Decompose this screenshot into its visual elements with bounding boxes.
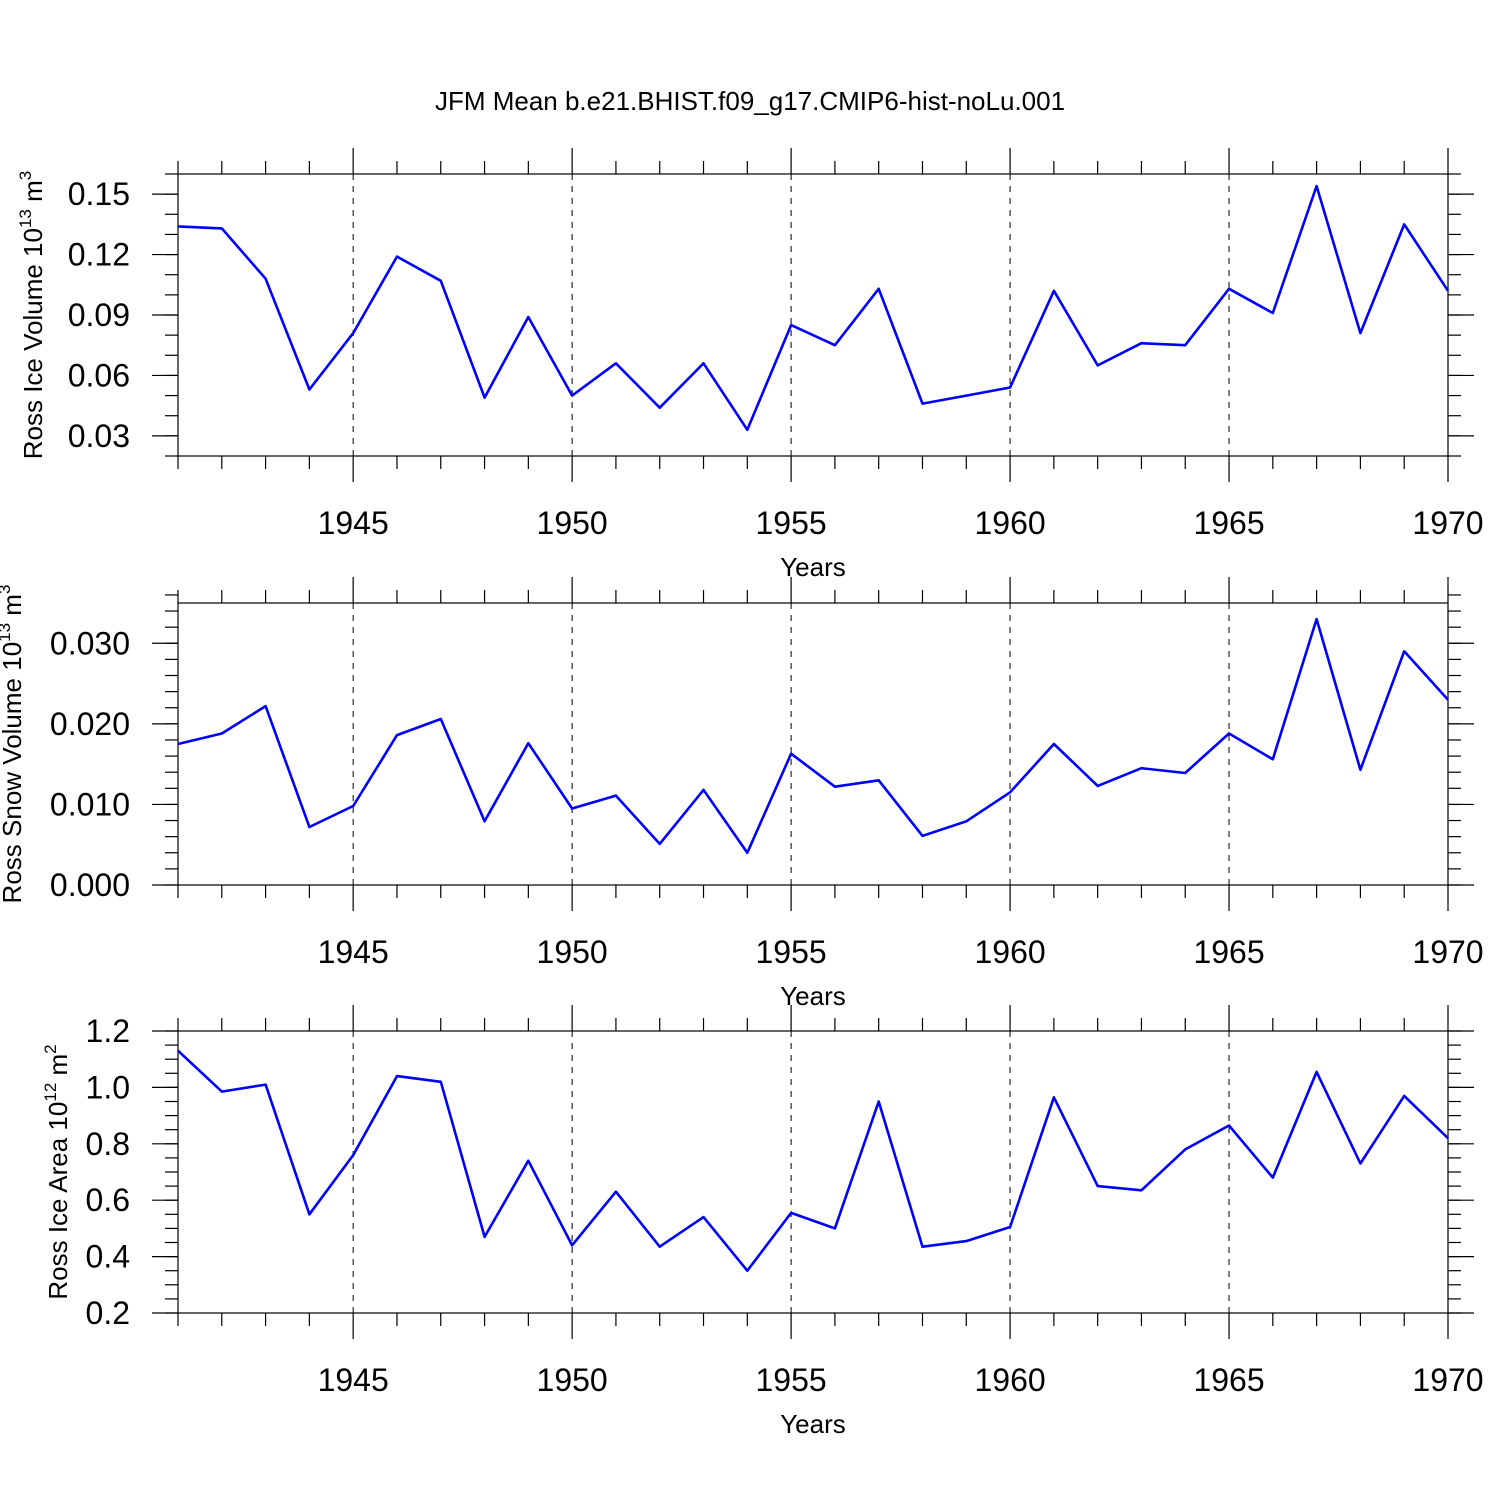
series-line: [177, 1049, 1449, 1272]
x-axis-title: Years: [780, 981, 846, 1011]
y-tick-label: 1.2: [86, 1013, 130, 1049]
plot-frame: [177, 173, 1449, 457]
x-tick-label: 1945: [318, 934, 389, 970]
panels: 0.03 0.06 0.09 0.12 0.15 1945 1950 1955 1960 1965…: [0, 148, 1484, 1439]
x-tick-label: 1945: [318, 1362, 389, 1398]
y-tick-label: 0.4: [86, 1239, 130, 1275]
x-tick-label: 1965: [1193, 1362, 1264, 1398]
x-tick-label: 1950: [537, 934, 608, 970]
y-tick-label: 0.030: [50, 625, 130, 661]
x-tick-label: 1955: [756, 505, 827, 541]
x-tick-label: 1965: [1193, 505, 1264, 541]
x-tick-label: 1945: [318, 505, 389, 541]
x-tick-label: 1970: [1412, 505, 1483, 541]
x-tick-label: 1950: [537, 505, 608, 541]
panel-2: 0.000 0.010 0.020 0.030 1945 1950 1955 1960 1965…: [0, 577, 1484, 1011]
y-tick-label: 0.6: [86, 1182, 130, 1218]
x-tick-label: 1950: [537, 1362, 608, 1398]
x-tick-label: 1970: [1412, 1362, 1483, 1398]
series-line: [177, 184, 1450, 432]
x-tick-label: 1965: [1193, 934, 1264, 970]
y-tick-label: 1.0: [86, 1069, 130, 1105]
x-tick-label: 1960: [974, 505, 1045, 541]
y-tick-label: 0.09: [68, 297, 130, 333]
x-tick-label: 1960: [974, 934, 1045, 970]
y-axis-title: Ross Ice Area 1012 m2: [41, 1044, 73, 1299]
series-line: [177, 617, 1449, 855]
y-tick-label: 0.2: [86, 1295, 130, 1331]
y-tick-label: 0.8: [86, 1126, 130, 1162]
y-tick-label: 0.15: [68, 176, 130, 212]
y-axis-title: Ross Ice Volume 1013 m3: [16, 171, 48, 460]
y-tick-label: 0.06: [68, 357, 130, 393]
y-tick-label: 0.020: [50, 706, 130, 742]
x-tick-label: 1970: [1412, 934, 1483, 970]
y-tick-label: 0.000: [50, 867, 130, 903]
y-tick-label: 0.03: [68, 418, 130, 454]
x-tick-label: 1955: [756, 934, 827, 970]
x-axis-title: Years: [780, 1409, 846, 1439]
panel-1: 0.03 0.06 0.09 0.12 0.15 1945 1950 1955 1960 1965…: [16, 148, 1484, 582]
x-tick-label: 1955: [756, 1362, 827, 1398]
chart-title: JFM Mean b.e21.BHIST.f09_g17.CMIP6-hist-…: [435, 86, 1065, 116]
x-axis-title: Years: [780, 552, 846, 582]
plot-frame: [177, 602, 1449, 886]
panel-3: 0.2 0.4 0.6 0.8 1.0 1.2 1945 1950 1955 1960 1965 19…: [41, 1005, 1484, 1439]
plot-frame: [177, 1030, 1449, 1314]
y-tick-label: 0.010: [50, 786, 130, 822]
y-axis-title: Ross Snow Volume 1013 m3: [0, 585, 27, 904]
y-tick-label: 0.12: [68, 237, 130, 273]
x-tick-label: 1960: [974, 1362, 1045, 1398]
